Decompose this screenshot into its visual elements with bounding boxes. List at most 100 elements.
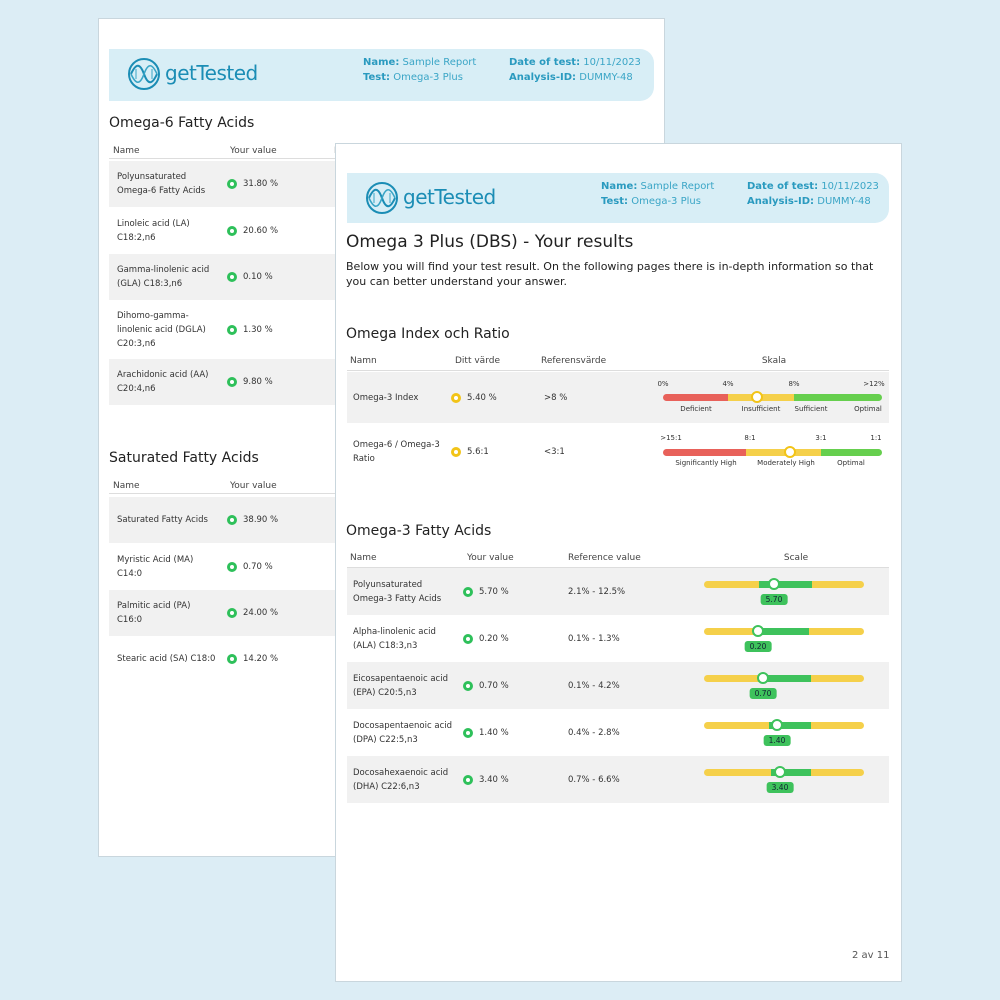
scale-badge: 1.40: [763, 735, 791, 746]
scale-zone-label: Moderately High: [757, 459, 815, 467]
status-dot: [227, 324, 237, 335]
status-dot: [227, 654, 237, 664]
field-label: Name:: [601, 181, 638, 192]
table-row: Eicosapentaenoic acid (EPA) C20:5,n3 0.70…: [347, 662, 889, 709]
logo: getTested: [165, 61, 258, 85]
status-dot: [227, 561, 237, 572]
status-dot: [227, 377, 237, 387]
section-title: Saturated Fatty Acids: [109, 450, 259, 466]
row-value: 1.30 %: [243, 324, 273, 335]
row-name: Omega-3 Index: [353, 392, 419, 403]
field-value: DUMMY-48: [579, 72, 633, 83]
page-number: 2 av 11: [852, 950, 890, 961]
header-field: Date of test: 10/11/2023: [747, 181, 879, 192]
status-dot: [451, 392, 461, 403]
field-label: Analysis-ID:: [509, 72, 577, 83]
scale-segment: [663, 394, 728, 401]
row-name: Gamma-linolenic acid (GLA) C18:3,n6: [117, 265, 210, 289]
section-title: Omega Index och Ratio: [346, 326, 510, 342]
header-field: Analysis-ID: DUMMY-48: [747, 196, 871, 207]
table-row: Omega-6 / Omega-3 Ratio 5.6:1 <3:1 >15:1 8:1…: [347, 424, 889, 479]
scale-marker: [752, 625, 764, 637]
scale-marker: [771, 719, 783, 731]
field-label: Date of test:: [747, 181, 819, 192]
status-dot: [227, 179, 237, 189]
field-value: Omega-3 Plus: [631, 196, 701, 207]
scale-tick-label: >12%: [863, 380, 885, 388]
row-value: 0.10 %: [243, 272, 273, 282]
header-band: getTested Name: Sample Report Test: Omega…: [109, 49, 654, 101]
scale-badge: 0.70: [749, 688, 777, 699]
scale-badge: 0.20: [744, 641, 772, 652]
table-row: Docosapentaenoic acid (DPA) C22:5,n3 1.40…: [347, 709, 889, 756]
field-value: DUMMY-48: [817, 196, 871, 207]
header-field: Analysis-ID: DUMMY-48: [509, 72, 633, 83]
header-field: Test: Omega-3 Plus: [601, 196, 701, 207]
header-band: getTested Name: Sample Report Test: Omega…: [347, 173, 889, 223]
intro-text: Below you will find your test result. On…: [346, 260, 874, 288]
table-row: Polyunsaturated Omega-3 Fatty Acids 5.70 …: [347, 568, 889, 615]
field-value: 10/11/2023: [821, 181, 879, 192]
field-label: Name:: [363, 57, 400, 68]
status-dot: [227, 272, 237, 282]
row-reference: 0.4% - 2.8%: [568, 727, 620, 738]
header-field: Name: Sample Report: [363, 57, 476, 68]
row-name: Eicosapentaenoic acid (EPA) C20:5,n3: [353, 673, 448, 698]
scale-tick-label: 8%: [788, 380, 800, 388]
table-row: Docosahexaenoic acid (DHA) C22:6,n3 3.40 …: [347, 756, 889, 803]
section-title: Omega-3 Fatty Acids: [346, 523, 492, 539]
scale-segment: [663, 449, 746, 456]
row-name: Myristic Acid (MA) C14:0: [117, 554, 194, 579]
scale-marker: [768, 578, 780, 590]
header-field: Name: Sample Report: [601, 181, 714, 192]
row-value: 1.40 %: [479, 727, 509, 738]
table-row: Omega-3 Index 5.40 % >8 % 0% 4% 8% >12% Deficie…: [347, 372, 889, 423]
scale-tick-label: 8:1: [744, 434, 756, 442]
row-name: Dihomo-gamma-linolenic acid (DGLA) C20:3…: [117, 310, 206, 349]
status-dot: [463, 774, 473, 785]
row-name: Polyunsaturated Omega-3 Fatty Acids: [353, 579, 442, 604]
scale-tick-label: >15:1: [660, 434, 682, 442]
scale-tick-label: 0%: [657, 380, 669, 388]
scale-marker: [784, 446, 796, 458]
status-dot: [451, 446, 461, 457]
status-dot: [463, 680, 473, 691]
scale-marker: [757, 672, 769, 684]
column-header: Namn: [350, 356, 377, 366]
row-reference: 0.1% - 4.2%: [568, 680, 620, 691]
status-dot: [463, 633, 473, 644]
field-label: Date of test:: [509, 57, 581, 68]
logo-icon: [128, 58, 160, 90]
scale-segment: [746, 449, 821, 456]
field-value: Omega-3 Plus: [393, 72, 463, 83]
row-name: Palmitic acid (PA) C16:0: [117, 601, 191, 625]
row-value: 31.80 %: [243, 179, 279, 189]
status-dot: [227, 608, 237, 618]
column-header: Your value: [230, 146, 277, 156]
scale-range: [756, 628, 809, 635]
status-dot: [463, 727, 473, 738]
table-header: [347, 356, 889, 371]
row-name: Docosahexaenoic acid (DHA) C22:6,n3: [353, 767, 449, 792]
scale-zone-label: Insufficient: [741, 405, 781, 413]
scale-zone-label: Optimal: [854, 405, 882, 413]
header-field: Date of test: 10/11/2023: [509, 57, 641, 68]
column-header: Reference value: [568, 553, 641, 563]
row-reference: 0.7% - 6.6%: [568, 774, 620, 785]
field-label: Test:: [363, 72, 391, 83]
row-value: 5.40 %: [467, 392, 497, 403]
table-row: Alpha-linolenic acid (ALA) C18:3,n3 0.20 …: [347, 615, 889, 662]
front-page: getTested Name: Sample Report Test: Omega…: [335, 143, 902, 982]
row-name: Polyunsaturated Omega-6 Fatty Acids: [117, 172, 206, 196]
row-reference: 2.1% - 12.5%: [568, 586, 626, 597]
row-value: 24.00 %: [243, 608, 279, 618]
column-header: Ditt värde: [455, 356, 500, 366]
scale-badge: 5.70: [760, 594, 788, 605]
scale-tick-label: 3:1: [815, 434, 827, 442]
scale-marker: [774, 766, 786, 778]
scale-range: [771, 769, 811, 776]
scale-zone-label: Deficient: [680, 405, 712, 413]
row-value: 14.20 %: [243, 654, 279, 664]
scale-tick-label: 4%: [722, 380, 734, 388]
